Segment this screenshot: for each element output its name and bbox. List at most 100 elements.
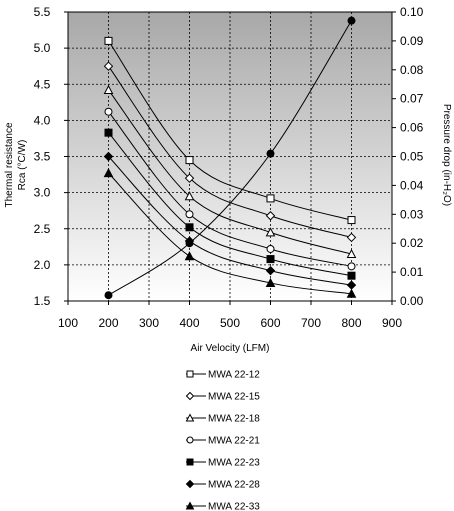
y-right-tick-label: 0.06 bbox=[400, 121, 424, 135]
y-left-axis-title-line2: Rca (°C/W) bbox=[17, 140, 28, 191]
data-point bbox=[347, 216, 356, 225]
y-right-tick-label: 0.02 bbox=[400, 236, 424, 250]
legend-marker bbox=[185, 413, 195, 422]
y-left-tick-label: 5.5 bbox=[34, 5, 51, 19]
y-left-tick-label: 3.5 bbox=[34, 150, 51, 164]
legend-label: MWA 22-15 bbox=[208, 392, 260, 403]
series-2 bbox=[103, 84, 357, 259]
series-7 bbox=[104, 16, 356, 300]
y-left-tick-label: 4.5 bbox=[34, 77, 51, 91]
y-left-tick-label: 3.0 bbox=[34, 186, 51, 200]
data-point bbox=[103, 84, 114, 95]
legend-label: MWA 22-18 bbox=[208, 414, 260, 425]
data-point bbox=[103, 61, 114, 71]
y-left-tick-label: 2.5 bbox=[34, 222, 51, 236]
legend-marker bbox=[185, 391, 195, 401]
data-point bbox=[104, 107, 113, 116]
x-tick-label: 200 bbox=[98, 316, 118, 330]
legend: MWA 22-12 MWA 22-15 MWA 22-18 MWA 22-21 MWA … bbox=[185, 370, 260, 511]
series-5 bbox=[103, 151, 357, 290]
data-point bbox=[347, 16, 356, 25]
legend-item: MWA 22-12 bbox=[186, 370, 260, 381]
data-point bbox=[266, 149, 275, 158]
x-tick-label: 400 bbox=[179, 316, 199, 330]
data-point bbox=[103, 168, 114, 178]
data-point bbox=[184, 251, 195, 261]
data-point bbox=[104, 128, 113, 137]
data-point bbox=[266, 244, 275, 253]
series-line bbox=[108, 20, 352, 296]
series-line bbox=[108, 156, 352, 286]
x-axis-title: Air Velocity (LFM) bbox=[191, 343, 270, 354]
y-right-tick-label: 0.07 bbox=[400, 92, 424, 106]
y-left-axis-title-line1: Thermal resistance bbox=[4, 122, 15, 207]
data-point bbox=[104, 291, 113, 300]
data-point bbox=[266, 194, 275, 203]
series-6 bbox=[103, 168, 357, 298]
y-left-tick-label: 5.0 bbox=[34, 41, 51, 55]
x-tick-label: 300 bbox=[139, 316, 159, 330]
data-point bbox=[185, 210, 194, 219]
series-3 bbox=[104, 107, 356, 271]
legend-marker bbox=[186, 458, 194, 466]
x-tick-label: 600 bbox=[260, 316, 280, 330]
legend-item: MWA 22-33 bbox=[185, 501, 260, 511]
x-tick-label: 800 bbox=[341, 316, 361, 330]
series-line bbox=[108, 172, 352, 295]
legend-item: MWA 22-18 bbox=[185, 413, 260, 425]
data-point bbox=[103, 151, 114, 162]
series-line bbox=[108, 40, 352, 221]
y-right-tick-label: 0.05 bbox=[400, 150, 424, 164]
x-tick-label: 900 bbox=[382, 316, 402, 330]
series-line bbox=[108, 132, 352, 277]
data-point bbox=[265, 265, 276, 276]
legend-item: MWA 22-15 bbox=[185, 391, 260, 403]
series-4 bbox=[104, 128, 356, 280]
y-right-axis-title: Pressure drop (in-H₂O) bbox=[441, 104, 452, 206]
legend-marker bbox=[185, 501, 195, 510]
legend-label: MWA 22-28 bbox=[208, 480, 260, 491]
legend-label: MWA 22-23 bbox=[208, 458, 260, 469]
data-point bbox=[265, 211, 276, 221]
data-point bbox=[104, 36, 113, 45]
y-right-tick-label: 0.08 bbox=[400, 63, 424, 77]
data-point bbox=[185, 156, 194, 165]
data-point bbox=[266, 255, 275, 264]
data-point bbox=[184, 191, 195, 201]
y-right-tick-label: 0.01 bbox=[400, 265, 424, 279]
tick-labels: 100 200 300 400 500 600 700 800 900 1.5 2.0 2.5 3.0 3… bbox=[34, 5, 424, 330]
y-left-tick-label: 4.0 bbox=[34, 113, 51, 127]
y-left-tick-label: 2.0 bbox=[34, 258, 51, 272]
series-line bbox=[108, 111, 352, 267]
x-tick-label: 700 bbox=[301, 316, 321, 330]
y-right-tick-label: 0.00 bbox=[400, 294, 424, 308]
legend-label: MWA 22-12 bbox=[208, 370, 260, 381]
data-point bbox=[185, 239, 194, 248]
legend-item: MWA 22-21 bbox=[186, 436, 260, 447]
x-tick-label: 500 bbox=[220, 316, 240, 330]
series-0 bbox=[104, 36, 356, 225]
y-right-tick-label: 0.04 bbox=[400, 178, 424, 192]
y-right-tick-label: 0.10 bbox=[400, 5, 424, 19]
legend-marker bbox=[186, 436, 194, 444]
y-right-tick-label: 0.09 bbox=[400, 34, 424, 48]
data-point bbox=[184, 173, 195, 183]
series-layer bbox=[103, 16, 357, 300]
data-point bbox=[265, 227, 276, 237]
data-point bbox=[185, 223, 194, 232]
legend-item: MWA 22-28 bbox=[185, 480, 260, 491]
data-point bbox=[347, 271, 356, 280]
series-line bbox=[108, 89, 352, 255]
legend-item: MWA 22-23 bbox=[186, 458, 260, 469]
legend-label: MWA 22-33 bbox=[208, 502, 260, 511]
y-right-tick-label: 0.03 bbox=[400, 207, 424, 221]
data-point bbox=[346, 248, 357, 259]
data-point bbox=[347, 262, 356, 271]
legend-marker bbox=[186, 370, 194, 378]
legend-label: MWA 22-21 bbox=[208, 436, 260, 447]
data-point bbox=[346, 288, 357, 298]
x-tick-label: 100 bbox=[58, 316, 78, 330]
series-1 bbox=[103, 61, 357, 243]
